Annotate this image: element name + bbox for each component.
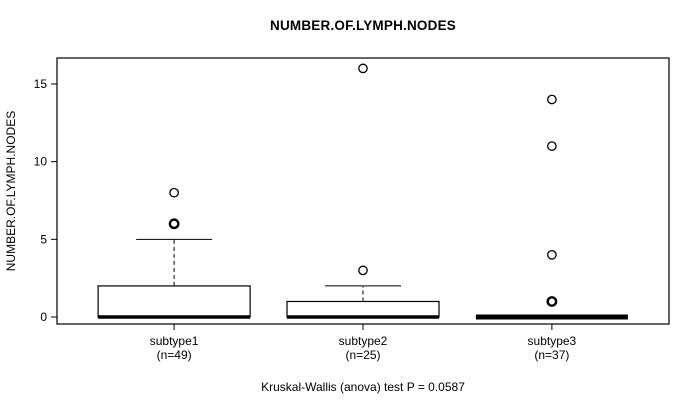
y-axis-tick-label: 0 — [40, 310, 47, 324]
box — [97, 285, 251, 318]
outlier-point — [358, 265, 368, 276]
y-axis-tick-label: 5 — [40, 232, 47, 246]
y-axis-tick-label: 15 — [34, 77, 48, 91]
outlier-point — [358, 63, 368, 74]
annotation-text: Kruskal-Wallis (anova) test P = 0.0587 — [261, 380, 465, 394]
outlier-point — [546, 296, 558, 307]
x-axis-category-label: subtype2 — [339, 334, 388, 348]
outlier-point — [547, 141, 557, 151]
x-axis-count-label: (n=49) — [157, 348, 192, 362]
x-axis-category-label: subtype1 — [150, 334, 199, 348]
outlier-point — [547, 250, 557, 260]
chart-title: NUMBER.OF.LYMPH.NODES — [270, 18, 456, 33]
outlier-point — [169, 187, 179, 198]
plot-border — [56, 57, 670, 325]
x-axis-count-label: (n=37) — [534, 348, 569, 362]
x-axis-category-label: subtype3 — [528, 334, 577, 348]
outlier-point — [168, 218, 180, 230]
outlier-point — [547, 94, 557, 105]
x-axis-count-label: (n=25) — [345, 348, 380, 362]
y-axis-tick-label: 10 — [34, 155, 48, 169]
box — [286, 300, 440, 318]
